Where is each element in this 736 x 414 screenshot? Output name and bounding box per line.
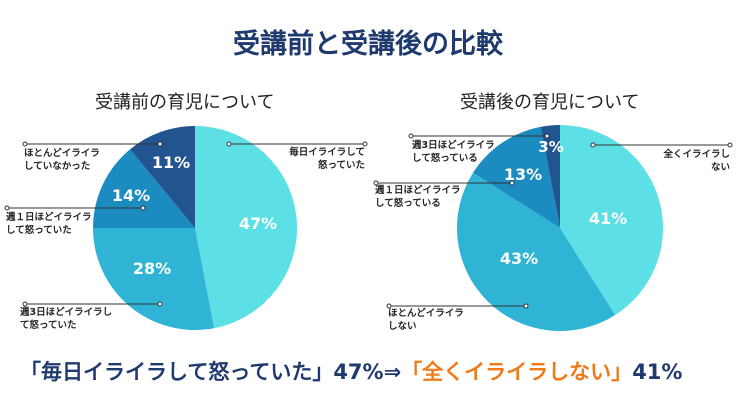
leader-dot	[373, 180, 379, 186]
pie-slice	[195, 126, 298, 329]
label-3days-after: 週3日ほどイライラして怒っている	[412, 140, 495, 164]
leader-dot	[362, 141, 368, 147]
label-daily: 毎日イライラして怒っていた	[289, 147, 365, 171]
leader-dot	[157, 141, 163, 147]
pie-slice	[473, 126, 560, 228]
summary-before: 「毎日イライラして怒っていた」47%⇒	[20, 360, 402, 384]
leader-dot	[22, 301, 28, 307]
data-label: 47%	[239, 214, 277, 233]
leader-dot	[523, 303, 529, 309]
label-1day: 週１日ほどイライラして怒っていた	[6, 212, 92, 236]
leader-dot	[386, 303, 392, 309]
leader-dot	[544, 133, 550, 139]
chart-title-after: 受講後の育児について	[460, 92, 640, 113]
data-label: 3%	[538, 138, 563, 156]
label-rarely: ほとんどイライラしていなかった	[24, 148, 100, 172]
leader-dot	[157, 301, 163, 307]
data-label: 43%	[500, 249, 538, 268]
label-3days: 週3日ほどイライラして怒っていた	[20, 307, 113, 331]
page-title: 受講前と受講後の比較	[233, 29, 503, 60]
chart-title-before: 受講前の育児について	[95, 92, 275, 113]
summary-text: 「毎日イライラして怒っていた」47%⇒「全くイライラしない」41%	[20, 356, 682, 386]
label-never: 全くイライラしない	[663, 149, 730, 173]
leader-dot	[22, 141, 28, 147]
data-label: 14%	[112, 186, 150, 205]
leader-dot	[590, 142, 596, 148]
leader-dot	[509, 180, 515, 186]
leader-dot	[727, 142, 733, 148]
label-hardly: ほとんどイライラしない	[388, 308, 464, 332]
pie-slice	[129, 126, 195, 228]
pie-slice	[540, 125, 560, 228]
pie-slice	[456, 172, 616, 332]
data-label: 28%	[133, 259, 171, 278]
data-label: 13%	[504, 165, 542, 184]
summary-after-value: 41%	[632, 360, 683, 384]
data-label: 11%	[152, 153, 190, 172]
data-label: 41%	[589, 209, 627, 228]
pie-slice	[560, 125, 663, 315]
label-1day-after: 週１日ほどイライラして怒っている	[375, 185, 461, 209]
leader-dot	[4, 205, 10, 211]
pie-slice	[93, 228, 215, 331]
leader-dot	[408, 133, 414, 139]
summary-after-highlight: 「全くイライラしない」	[401, 360, 633, 384]
leader-dot	[226, 141, 232, 147]
leader-dot	[140, 205, 146, 211]
